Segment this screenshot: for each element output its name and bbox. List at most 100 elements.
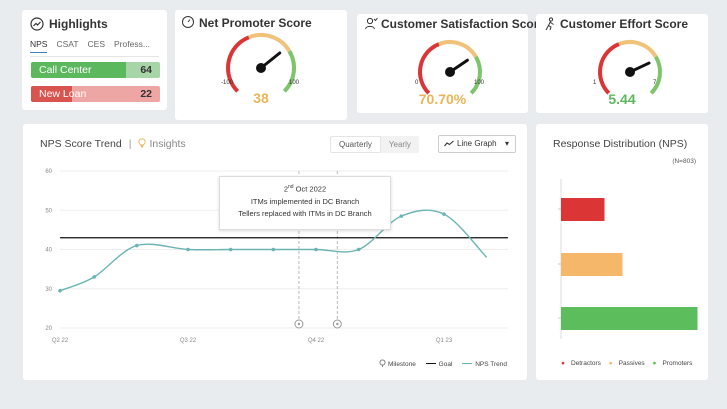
gauge-max-label: 100 [289,80,300,86]
milestone-tooltip: 2nd Oct 2022 ITMs implemented in DC Bran… [219,176,391,230]
response-distribution-card: Response Distribution (NPS) (N=803) ● Det… [536,124,708,380]
goal-line-swatch [425,363,436,364]
gauge-arc-segment [282,50,296,93]
highlight-value: 64 [140,64,152,76]
distribution-title: Response Distribution (NPS) [553,138,688,150]
period-yearly[interactable]: Yearly [388,140,411,149]
nps-trend-point [92,275,96,279]
y-tick-label: 50 [45,208,52,214]
ces-gauge [598,40,662,95]
legend-dot-passives: ● [608,360,613,367]
insights-label: Insights [149,138,186,150]
distribution-bar-detractors [561,198,605,221]
nps-trend-point [271,247,276,252]
nps-trend-point [356,247,361,252]
highlights-tabs: NPS CSAT CES Profess... [30,39,159,53]
highlight-row-call-center[interactable]: Call Center 64 [31,62,160,78]
legend-trend: NPS Trend [475,361,507,368]
period-toggle: Quarterly Yearly [330,136,419,153]
nps-trend-point [135,243,139,248]
x-tick-label: Q3 22 [180,338,197,344]
gauge-arc-segment [226,35,250,93]
graph-type-dropdown[interactable]: Line Graph ▾ [438,135,516,153]
chevron-down-icon: ▾ [504,139,509,148]
tab-ces[interactable]: CES [87,39,106,49]
gauge-arc-segment [649,55,662,95]
tabs-divider [30,56,159,57]
highlight-bar-fill [31,86,73,102]
trend-title: NPS Score Trend [40,138,122,150]
milestone-pin-center [336,322,339,326]
nps-trend-point [58,288,62,293]
milestone-pin-icon [379,359,386,367]
highlight-label: Call Center [39,64,92,76]
legend-detractors: Detractors [570,360,601,367]
header-separator: | [128,138,132,150]
gauge-arc-segment [618,40,658,58]
nps-trend-chart: 20 30 40 50 60 Q2 22 Q3 22 Q4 22 Q1 23 [45,169,508,344]
tooltip-line-2: Tellers replaced with ITMs in DC Branch [238,208,372,218]
gauge-min-label: 1 [593,80,597,86]
legend-dot-detractors: ● [561,360,565,367]
nps-value: 38 [253,90,269,106]
csat-value: 70.70% [418,91,467,107]
legend-promoters: Promoters [662,360,693,367]
tooltip-line-1: ITMs implemented in DC Branch [250,196,360,206]
legend-passives: Passives [618,360,645,367]
line-graph-icon [444,140,454,147]
csat-gauge [418,40,482,95]
distribution-bar-promoters [561,307,698,330]
nps-trend-point [442,212,446,216]
period-quarterly[interactable]: Quarterly [330,136,381,153]
nps-trend-point [228,247,233,252]
insights-link[interactable]: Insights [138,138,186,150]
y-tick-label: 30 [45,287,52,293]
csat-title: Customer Satisfaction Score [381,17,546,31]
gauge-arc-segment [248,33,292,53]
speedometer-icon [182,16,194,28]
distribution-bar-passives [561,253,623,276]
trend-header: NPS Score Trend | Insights [40,138,186,150]
gauge-arc-segment [438,40,478,58]
graph-type-label: Line Graph [457,139,497,148]
ces-value: 5.44 [608,91,636,107]
csat-card: Customer Satisfaction Score 0 100 70.70% [357,14,545,113]
gauge-min-label: 0 [415,80,419,86]
highlights-card: Highlights NPS CSAT CES Profess... Call Cen… [22,10,167,110]
trend-line-swatch [462,363,473,364]
gauge-needle-hub [445,67,455,77]
distribution-legend: ● Detractors ● Passives ● Promoters [561,360,698,367]
gauge-arc-segment [598,42,620,95]
y-tick-label: 20 [45,326,52,332]
gauge-needle-hub [256,63,266,73]
nps-title: Net Promoter Score [199,16,312,30]
gauge-max-label: 7 [653,80,657,86]
legend-dot-promoters: ● [652,360,657,367]
highlights-title: Highlights [49,17,108,31]
ces-title: Customer Effort Score [560,17,689,31]
highlight-value: 22 [140,88,152,100]
nps-trend-point [399,214,404,218]
nps-card: Net Promoter Score -100 100 38 [175,10,347,120]
trend-legend: Milestone Goal NPS Trend [379,359,507,368]
ces-card: Customer Effort Score 1 7 5.44 [536,14,708,113]
gauge-min-label: -100 [221,80,234,86]
x-tick-label: Q1 23 [436,338,453,344]
highlight-row-new-loan[interactable]: New Loan 22 [31,86,160,102]
user-satisfaction-icon [365,17,378,30]
effort-person-icon [545,17,554,31]
tab-csat[interactable]: CSAT [56,39,79,49]
tab-professional[interactable]: Profess... [114,39,150,49]
x-tick-label: Q4 22 [308,338,325,344]
distribution-chart [558,179,698,339]
trend-chart-icon [30,17,44,31]
highlight-bar-fill [31,62,127,78]
gauge-max-label: 100 [474,80,485,86]
milestone-pin-center [297,322,301,326]
nps-trend-point [186,247,190,252]
gauge-arc-segment [469,55,482,95]
y-tick-label: 60 [45,169,52,175]
legend-milestone: Milestone [388,361,416,368]
tooltip-date: 2nd Oct 2022 [283,184,327,194]
tab-nps[interactable]: NPS [30,39,48,53]
